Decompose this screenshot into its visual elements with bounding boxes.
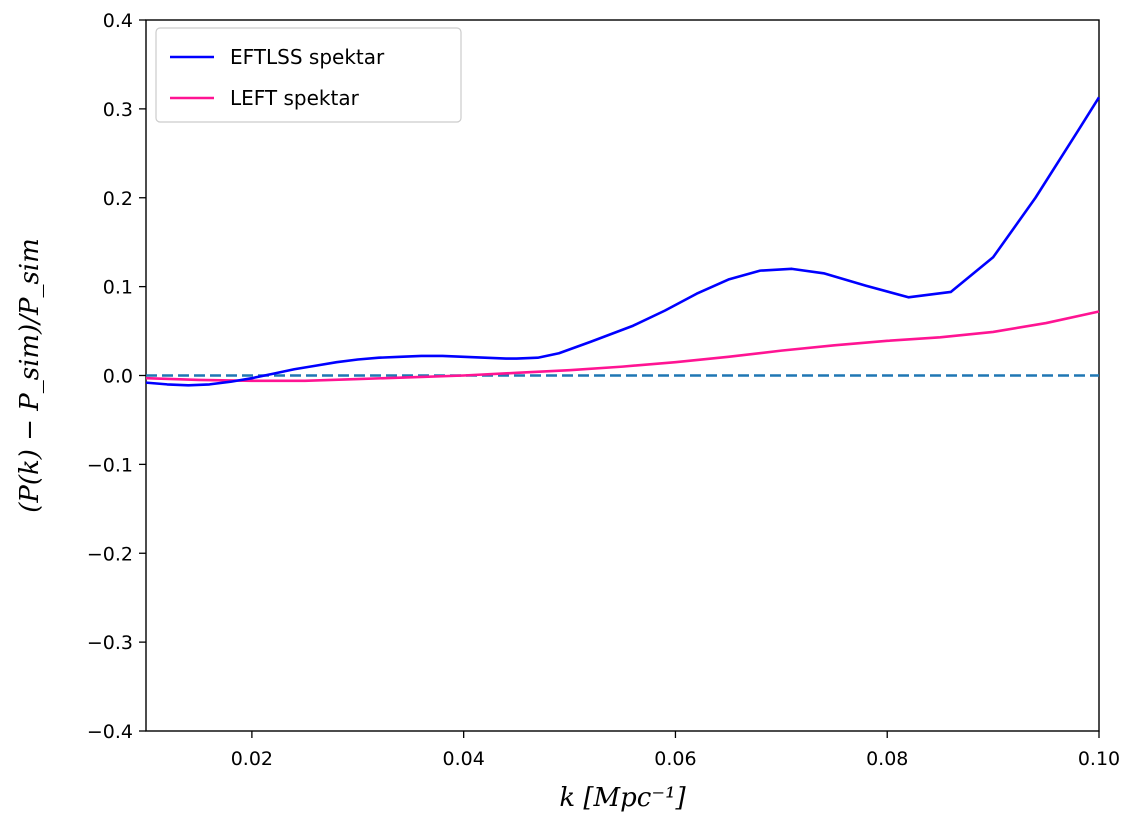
x-tick-label: 0.02 <box>231 748 273 770</box>
legend-label-eftlss: EFTLSS spektar <box>230 45 385 69</box>
series-line-eftlss <box>145 96 1101 387</box>
y-tick-label: −0.2 <box>87 543 133 565</box>
legend: EFTLSS spektar LEFT spektar <box>155 27 462 123</box>
x-axis-label: k [Mpc⁻¹] <box>559 783 686 813</box>
series-layer <box>145 96 1101 387</box>
y-axis: −0.4 −0.3 −0.2 −0.1 0.0 0.1 0.2 0.3 0.4 <box>87 10 146 743</box>
legend-box <box>155 27 462 123</box>
legend-label-left: LEFT spektar <box>230 86 360 110</box>
y-tick-label: 0.0 <box>103 366 133 388</box>
series-line-left <box>145 310 1100 383</box>
x-axis: 0.02 0.04 0.06 0.08 0.10 <box>231 731 1120 770</box>
y-tick-label: 0.2 <box>103 188 133 210</box>
y-tick-label: 0.3 <box>103 99 133 121</box>
y-axis-label: (P(k) − P_sim)/P_sim <box>15 238 45 513</box>
x-tick-label: 0.10 <box>1078 748 1120 770</box>
y-tick-label: −0.3 <box>87 632 133 654</box>
x-tick-label: 0.06 <box>654 748 696 770</box>
y-tick-label: −0.1 <box>87 454 133 476</box>
y-tick-label: −0.4 <box>87 721 133 743</box>
x-tick-label: 0.08 <box>866 748 908 770</box>
y-tick-label: 0.4 <box>103 10 133 32</box>
y-tick-label: 0.1 <box>103 277 133 299</box>
x-tick-label: 0.04 <box>443 748 485 770</box>
